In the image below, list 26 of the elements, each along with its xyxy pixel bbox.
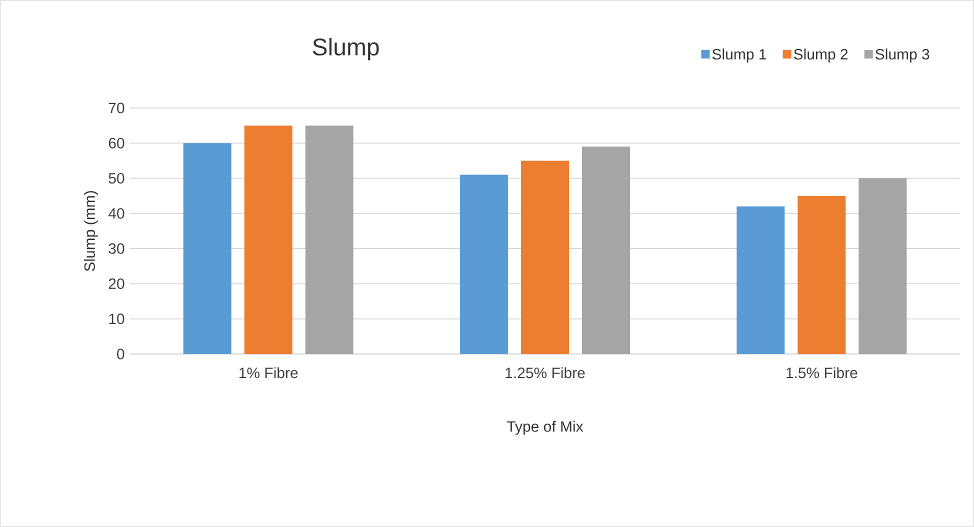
bar: [736, 206, 785, 354]
y-axis-title: Slump (mm): [84, 191, 98, 272]
bar: [460, 174, 508, 354]
y-tick-label: 70: [108, 102, 124, 114]
y-tick-label: 10: [109, 314, 124, 324]
y-tick-label: 0: [117, 348, 124, 360]
x-tick-label: 1% Fibre: [239, 367, 298, 378]
bar: [183, 143, 232, 354]
bar: [858, 178, 907, 354]
y-tick-label: 50: [108, 172, 124, 184]
y-tick-label: 60: [108, 138, 124, 148]
bar: [582, 146, 630, 354]
x-axis-title: Type of Mix: [506, 420, 584, 435]
bar: [244, 126, 292, 354]
legend-label: Slump 1: [712, 48, 766, 63]
bar: [798, 196, 846, 354]
y-tick-label: 20: [108, 278, 124, 290]
x-tick-label: 1.25% Fibre: [506, 367, 585, 378]
y-tick-label: 30: [108, 243, 124, 254]
x-tick-label: 1.5% Fibre: [786, 367, 858, 378]
legend-label: Slump 2: [794, 48, 848, 63]
bar: [521, 160, 570, 354]
bar: [305, 126, 354, 354]
chart-title: Slump: [312, 38, 379, 60]
legend-label: Slump 3: [876, 48, 930, 63]
y-tick-label: 40: [108, 208, 124, 219]
